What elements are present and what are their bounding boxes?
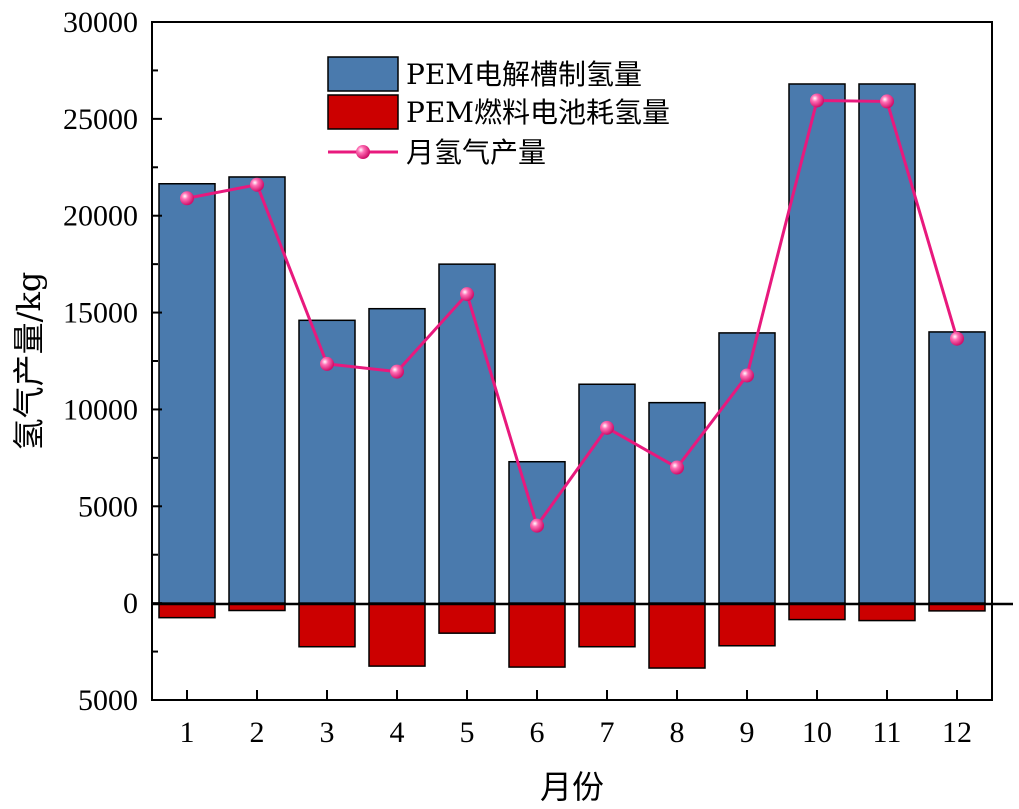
y-axis-title: 氢气产量/kg: [10, 272, 48, 451]
x-tick-label: 9: [740, 716, 755, 749]
y-tick-label: 15000: [63, 297, 138, 330]
fuel-cell-bar-7: [578, 602, 636, 648]
x-tick-label: 10: [802, 716, 832, 749]
fuel-cell-bar-3: [298, 602, 356, 648]
legend-swatch-electrolyzer: [327, 56, 399, 92]
x-tick-label: 4: [390, 716, 405, 749]
x-tick-label: 8: [670, 716, 685, 749]
x-tick-label: 2: [250, 716, 265, 749]
monthly-production-point-3: [320, 356, 334, 371]
electrolyzer-bar-10: [788, 83, 846, 604]
y-tick-label: 20000: [63, 200, 138, 233]
monthly-production-line: [180, 93, 964, 533]
electrolyzer-bar-11: [858, 83, 916, 604]
electrolyzer-bar-7: [578, 383, 636, 604]
monthly-production-series-line: [186, 98, 959, 530]
x-tick-label: 6: [530, 716, 545, 749]
x-tick-label: 1: [180, 716, 195, 749]
fuel-cell-bar-1: [158, 602, 216, 619]
x-tick-label: 3: [320, 716, 335, 749]
electrolyzer-bar-5: [438, 263, 496, 604]
legend-label-electrolyzer: PEM电解槽制氢量: [406, 58, 642, 91]
fuel-cell-bar-10: [788, 602, 846, 621]
monthly-production-point-11: [880, 94, 894, 109]
electrolyzer-bar-12: [928, 331, 986, 604]
y-tick-label: 30000: [63, 6, 138, 39]
monthly-production-point-6: [530, 518, 544, 533]
fuel-cell-bar-9: [718, 602, 776, 647]
monthly-production-point-7: [600, 420, 614, 435]
y-tick-label: 5000: [78, 684, 138, 717]
legend-swatch-fuel-cell: [327, 94, 399, 130]
electrolyzer-bar-8: [648, 401, 706, 604]
x-tick-label: 7: [600, 716, 615, 749]
y-tick-label: 25000: [63, 103, 138, 136]
y-axis: 30000 25000 20000 15000 10000 5000 0 5000: [63, 6, 162, 717]
monthly-production-point-8: [670, 460, 684, 475]
legend-label-fuel-cell: PEM燃料电池耗氢量: [406, 96, 670, 129]
fuel-cell-bar-6: [508, 602, 566, 668]
electrolyzer-bar-2: [228, 176, 286, 604]
electrolyzer-bars: [158, 83, 986, 604]
fuel-cell-bar-5: [438, 602, 496, 634]
fuel-cell-bar-11: [858, 602, 916, 622]
y-tick-label: 10000: [63, 393, 138, 426]
monthly-production-point-1: [180, 191, 194, 206]
y-tick-label: 0: [123, 587, 138, 620]
electrolyzer-bar-1: [158, 183, 216, 604]
fuel-cell-bar-4: [368, 602, 426, 667]
y-tick-label: 5000: [78, 490, 138, 523]
fuel-cell-bars: [158, 602, 986, 669]
x-axis: 1 2 3 4 5 6 7 8 9 10 11 12: [180, 690, 972, 749]
x-tick-label: 5: [460, 716, 475, 749]
monthly-production-point-9: [740, 368, 754, 383]
legend-marker-monthly: [356, 145, 370, 159]
x-tick-label: 12: [942, 716, 972, 749]
electrolyzer-bar-4: [368, 307, 426, 604]
legend: PEM电解槽制氢量 PEM燃料电池耗氢量 月氢气产量: [327, 56, 670, 169]
monthly-production-point-12: [950, 331, 964, 346]
monthly-production-point-5: [460, 287, 474, 302]
monthly-production-point-4: [390, 364, 404, 379]
x-tick-label: 11: [873, 716, 902, 749]
monthly-production-point-10: [810, 93, 824, 108]
legend-label-monthly: 月氢气产量: [406, 136, 546, 169]
monthly-production-point-2: [250, 177, 264, 192]
fuel-cell-bar-8: [648, 602, 706, 669]
x-axis-title: 月份: [540, 768, 604, 806]
